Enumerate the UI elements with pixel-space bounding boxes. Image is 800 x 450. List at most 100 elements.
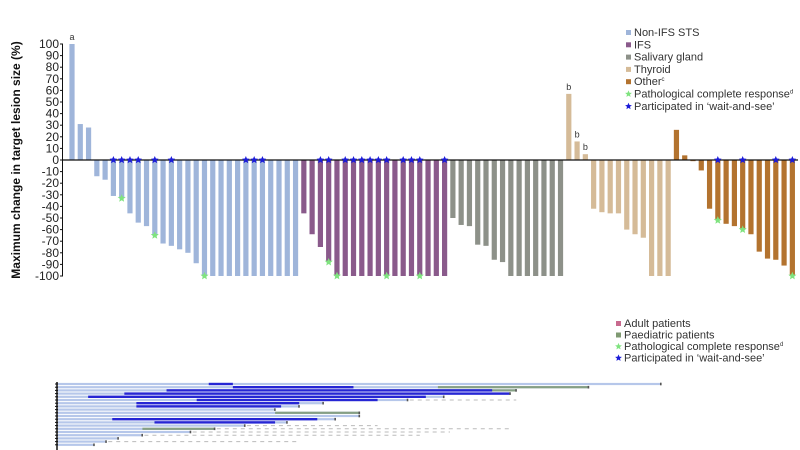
bar [764, 160, 771, 259]
bar [408, 160, 415, 276]
lane-end-marker [442, 395, 445, 399]
pcr-green-star-icon [324, 257, 333, 266]
lane-end-marker [515, 389, 517, 392]
bar [491, 160, 497, 260]
bar [268, 160, 274, 276]
wait-and-see-blue-star-icon [316, 156, 325, 164]
lane-end-marker [358, 414, 361, 418]
bar [442, 160, 448, 276]
bar [218, 160, 224, 276]
bar [557, 160, 564, 276]
bar [723, 160, 729, 224]
bar [665, 160, 671, 276]
bar [276, 160, 282, 276]
lane-end-marker [286, 421, 288, 424]
lane-end-marker [660, 382, 662, 386]
swimmer-lane [58, 443, 95, 446]
y-tick-label: 70 [46, 72, 60, 86]
wait-and-see-segment [88, 395, 426, 398]
swimmer-lane [58, 434, 143, 437]
bar [657, 160, 663, 276]
wait-and-see-blue-star-icon [399, 156, 407, 164]
y-tick-label: -30 [42, 188, 60, 202]
legend-swatch [626, 54, 631, 60]
pcr-green-star-icon [117, 194, 126, 202]
bar [177, 160, 183, 250]
legend-label: Non-IFS STS [634, 27, 699, 39]
blue-star-icon [625, 102, 632, 110]
legend-label: Paediatric patients [624, 330, 715, 342]
bar [243, 160, 249, 276]
wait-and-see-blue-star-icon [772, 156, 780, 164]
wait-and-see-blue-star-icon [324, 156, 333, 164]
bar [624, 160, 630, 230]
lane-end-marker [141, 433, 144, 437]
bar [160, 160, 166, 244]
lane-end-marker [189, 430, 192, 434]
pcr-green-star-icon [788, 271, 797, 280]
wait-and-see-blue-star-icon [250, 156, 258, 164]
swimmer-lane [58, 414, 360, 418]
green-star-icon [615, 342, 622, 350]
lane-end-marker [298, 405, 300, 408]
bar [135, 160, 141, 223]
bar [152, 160, 158, 236]
bar [350, 160, 357, 276]
wait-and-see-blue-star-icon [788, 156, 797, 164]
pcr-green-star-icon [738, 225, 747, 233]
lane-end-marker [587, 385, 590, 389]
wait-and-see-blue-star-icon [738, 156, 747, 164]
wait-and-see-segment [196, 398, 378, 402]
y-tick-label: 20 [46, 130, 60, 144]
swimmer-lane [58, 382, 661, 386]
legend-swatch [626, 66, 631, 72]
wait-and-see-blue-star-icon [440, 156, 449, 164]
wait-and-see-blue-star-icon [151, 156, 159, 164]
swimmer-lane [58, 424, 245, 427]
legend-label: Pathological complete responsed [624, 341, 783, 353]
bar [574, 141, 580, 160]
bar [400, 160, 406, 276]
y-tick-label: -90 [42, 257, 60, 271]
wait-and-see-segment [124, 392, 511, 395]
paediatric-segment [437, 386, 589, 389]
bar [425, 160, 431, 276]
paediatric-segment [142, 427, 215, 430]
bar [781, 160, 787, 266]
wait-and-see-blue-star-icon [358, 156, 366, 164]
bar [458, 160, 464, 225]
bar [773, 160, 779, 260]
bar [193, 160, 199, 264]
legend-swatch [626, 30, 631, 35]
bar [549, 160, 555, 276]
bar [483, 160, 489, 246]
pcr-green-star-icon [333, 271, 341, 280]
bar [740, 160, 746, 230]
green-star-icon [625, 90, 632, 97]
y-tick-label: -20 [42, 176, 60, 190]
legend-swatch [626, 79, 631, 85]
bar [450, 160, 456, 218]
y-tick-label: -50 [42, 211, 60, 225]
swimmer-lane [58, 440, 107, 443]
bar [433, 160, 439, 276]
lane-end-marker [358, 411, 361, 415]
swimmer-lane [58, 437, 119, 440]
y-tick-label: 90 [46, 49, 60, 63]
bar [508, 160, 514, 276]
legend-swatch [616, 332, 621, 338]
paediatric-segment [275, 411, 360, 414]
bar [69, 44, 75, 160]
bar [392, 160, 398, 276]
bar [607, 160, 613, 214]
pcr-green-star-icon [713, 216, 722, 224]
bar [119, 160, 125, 199]
lane-end-marker [93, 443, 95, 447]
y-tick-label: -70 [42, 234, 60, 248]
bar [475, 160, 481, 245]
bar [367, 160, 373, 276]
y-axis-label: Maximum change in target lesion size (%) [9, 41, 23, 278]
wait-and-see-blue-star-icon [374, 156, 383, 164]
